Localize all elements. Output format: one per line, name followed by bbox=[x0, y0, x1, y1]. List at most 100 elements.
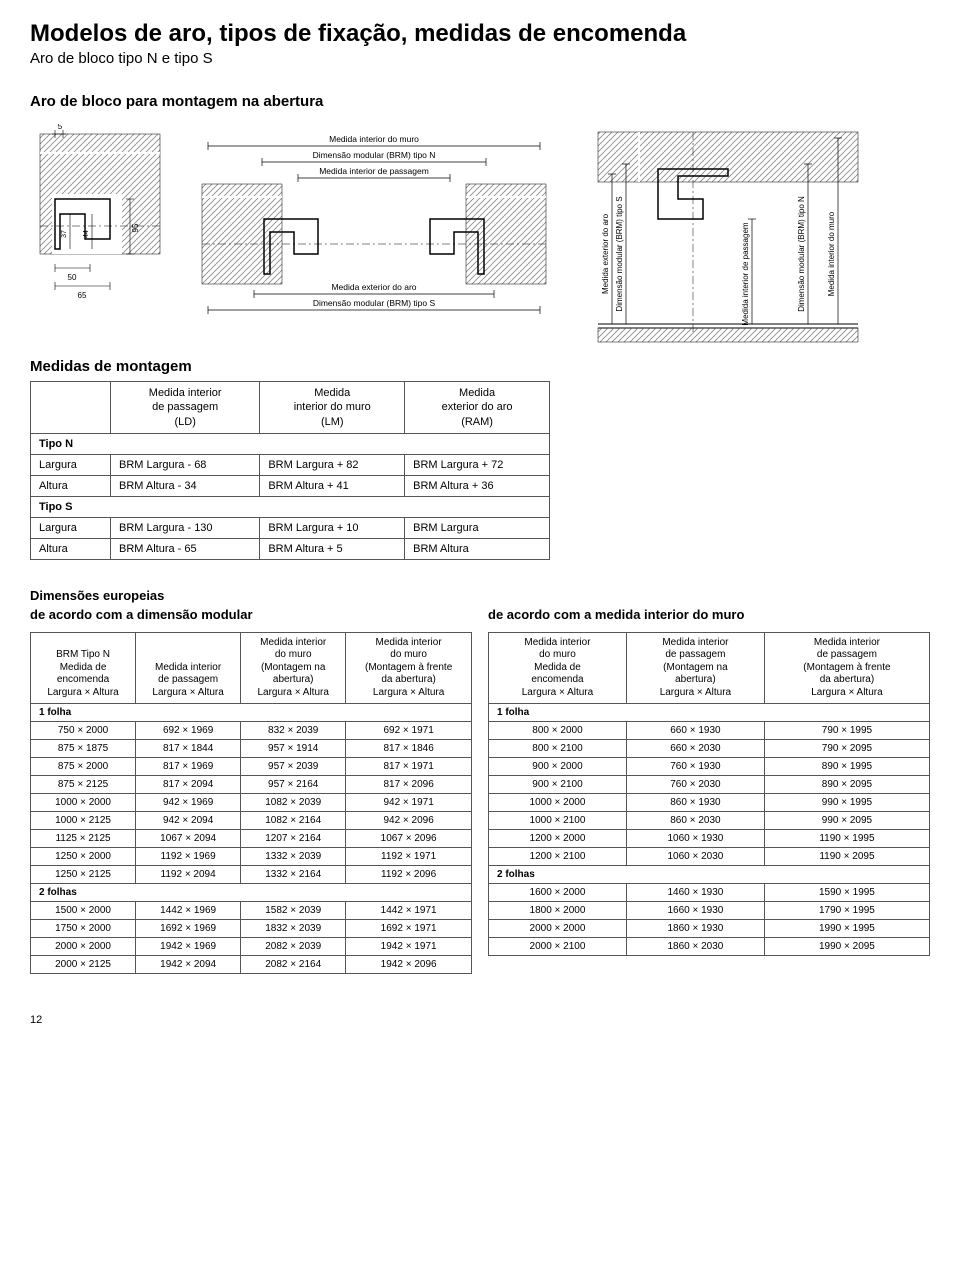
euro-l-h0: BRM Tipo NMedida deencomendaLargura × Al… bbox=[31, 632, 136, 704]
euro-cell: 760 × 1930 bbox=[626, 758, 764, 776]
euro-cell: 692 × 1971 bbox=[346, 722, 472, 740]
euro-cell: 817 × 2096 bbox=[346, 776, 472, 794]
euro-cell: 942 × 1971 bbox=[346, 794, 472, 812]
euro-cell: 1990 × 1995 bbox=[764, 920, 929, 938]
page-subtitle: Aro de bloco tipo N e tipo S bbox=[30, 50, 930, 67]
euro-l-h3: Medida interiordo muro(Montagem à frente… bbox=[346, 632, 472, 704]
euro-cell: 990 × 1995 bbox=[764, 794, 929, 812]
calc-cell: BRM Largura - 68 bbox=[111, 454, 260, 475]
calc-cell: BRM Altura bbox=[405, 538, 550, 559]
euro-cell: 860 × 2030 bbox=[626, 812, 764, 830]
calc-cell: BRM Altura + 41 bbox=[260, 475, 405, 496]
diagrams-row: 5 95 37 44 50 65 bbox=[30, 124, 930, 344]
calc-cell: Altura bbox=[31, 475, 111, 496]
euro-cell: 1000 × 2000 bbox=[489, 794, 627, 812]
euro-cell: 1582 × 2039 bbox=[241, 902, 346, 920]
euro-cell: 2000 × 2000 bbox=[489, 920, 627, 938]
vlabel-2: Dimensão modular (BRM) tipo S bbox=[615, 196, 624, 311]
euro-cell: 890 × 2095 bbox=[764, 776, 929, 794]
euro-cell: 790 × 2095 bbox=[764, 740, 929, 758]
euro-cell: 817 × 1846 bbox=[346, 740, 472, 758]
euro-cell: 1190 × 2095 bbox=[764, 848, 929, 866]
dim-5: 5 bbox=[58, 124, 63, 131]
euro-cell: 1000 × 2000 bbox=[31, 794, 136, 812]
euro-cell: 817 × 1969 bbox=[136, 758, 241, 776]
euro-cell: 1200 × 2100 bbox=[489, 848, 627, 866]
dim-44: 44 bbox=[83, 230, 90, 238]
euro-section: 1 folha bbox=[31, 704, 472, 722]
euro-cell: 1190 × 1995 bbox=[764, 830, 929, 848]
vlabel-5: Medida interior do muro bbox=[827, 211, 836, 296]
euro-cell: 2000 × 2100 bbox=[489, 938, 627, 956]
euro-cell: 1192 × 2096 bbox=[346, 866, 472, 884]
euro-cell: 1067 × 2094 bbox=[136, 830, 241, 848]
calc-cell: Altura bbox=[31, 538, 111, 559]
euro-cell: 790 × 1995 bbox=[764, 722, 929, 740]
euro-cell: 1790 × 1995 bbox=[764, 902, 929, 920]
euro-l-h2: Medida interiordo muro(Montagem naabertu… bbox=[241, 632, 346, 704]
euro-cell: 1942 × 2096 bbox=[346, 956, 472, 974]
euro-cell: 1082 × 2164 bbox=[241, 812, 346, 830]
diagram-section-side: Medida exterior do aro Dimensão modular … bbox=[578, 124, 878, 344]
euro-cell: 900 × 2000 bbox=[489, 758, 627, 776]
euro-cell: 1192 × 1971 bbox=[346, 848, 472, 866]
euro-cell: 1800 × 2000 bbox=[489, 902, 627, 920]
calc-cell: BRM Largura + 72 bbox=[405, 454, 550, 475]
euro-cell: 1942 × 1971 bbox=[346, 938, 472, 956]
dim-label-l3: Medida interior de passagem bbox=[319, 166, 429, 176]
euro-cell: 1942 × 1969 bbox=[136, 938, 241, 956]
euro-cell: 1000 × 2125 bbox=[31, 812, 136, 830]
euro-r-h1: Medida interiorde passagem(Montagem naab… bbox=[626, 632, 764, 704]
euro-r-h0: Medida interiordo muroMedida deencomenda… bbox=[489, 632, 627, 704]
euro-cell: 1060 × 1930 bbox=[626, 830, 764, 848]
euro-cell: 1990 × 2095 bbox=[764, 938, 929, 956]
euro-cell: 890 × 1995 bbox=[764, 758, 929, 776]
euro-cell: 942 × 2096 bbox=[346, 812, 472, 830]
calc-group: Tipo N bbox=[31, 433, 550, 454]
euro-title: Dimensões europeias bbox=[30, 588, 930, 603]
calc-h2: Medidainterior do muro(LM) bbox=[260, 382, 405, 434]
euro-l-h1: Medida interiorde passagemLargura × Altu… bbox=[136, 632, 241, 704]
euro-cell: 957 × 1914 bbox=[241, 740, 346, 758]
vlabel-3: Medida interior de passagem bbox=[741, 222, 750, 326]
calc-cell: BRM Altura + 36 bbox=[405, 475, 550, 496]
euro-r-h2: Medida interiorde passagem(Montagem à fr… bbox=[764, 632, 929, 704]
euro-right-sub: de acordo com a medida interior do muro bbox=[488, 607, 930, 622]
euro-cell: 1332 × 2039 bbox=[241, 848, 346, 866]
euro-cell: 1590 × 1995 bbox=[764, 884, 929, 902]
calc-cell: BRM Largura + 82 bbox=[260, 454, 405, 475]
euro-cell: 875 × 1875 bbox=[31, 740, 136, 758]
euro-cell: 875 × 2000 bbox=[31, 758, 136, 776]
euro-cell: 1460 × 1930 bbox=[626, 884, 764, 902]
calc-cell: BRM Altura - 34 bbox=[111, 475, 260, 496]
euro-section: 1 folha bbox=[489, 704, 930, 722]
euro-cell: 1832 × 2039 bbox=[241, 920, 346, 938]
euro-cell: 1442 × 1969 bbox=[136, 902, 241, 920]
euro-cell: 1250 × 2000 bbox=[31, 848, 136, 866]
euro-cell: 1332 × 2164 bbox=[241, 866, 346, 884]
euro-cell: 1692 × 1971 bbox=[346, 920, 472, 938]
euro-cell: 1942 × 2094 bbox=[136, 956, 241, 974]
calc-h3: Medidaexterior do aro(RAM) bbox=[405, 382, 550, 434]
euro-cell: 942 × 2094 bbox=[136, 812, 241, 830]
diagram-elevation-front: Medida interior do muro Dimensão modular… bbox=[194, 124, 554, 324]
euro-cell: 957 × 2039 bbox=[241, 758, 346, 776]
calc-cell: BRM Altura - 65 bbox=[111, 538, 260, 559]
euro-cell: 1692 × 1969 bbox=[136, 920, 241, 938]
euro-cell: 817 × 1844 bbox=[136, 740, 241, 758]
euro-cell: 1192 × 2094 bbox=[136, 866, 241, 884]
euro-cell: 2082 × 2164 bbox=[241, 956, 346, 974]
euro-right-table: Medida interiordo muroMedida deencomenda… bbox=[488, 632, 930, 957]
euro-cell: 692 × 1969 bbox=[136, 722, 241, 740]
calc-cell: Largura bbox=[31, 454, 111, 475]
calc-h0 bbox=[31, 382, 111, 434]
calc-group: Tipo S bbox=[31, 496, 550, 517]
section-1-title: Aro de bloco para montagem na abertura bbox=[30, 93, 930, 110]
euro-cell: 1500 × 2000 bbox=[31, 902, 136, 920]
euro-cell: 1207 × 2164 bbox=[241, 830, 346, 848]
montagem-title: Medidas de montagem bbox=[30, 358, 930, 375]
euro-section: 2 folhas bbox=[31, 884, 472, 902]
euro-cell: 660 × 1930 bbox=[626, 722, 764, 740]
euro-cell: 1860 × 2030 bbox=[626, 938, 764, 956]
euro-cell: 1000 × 2100 bbox=[489, 812, 627, 830]
